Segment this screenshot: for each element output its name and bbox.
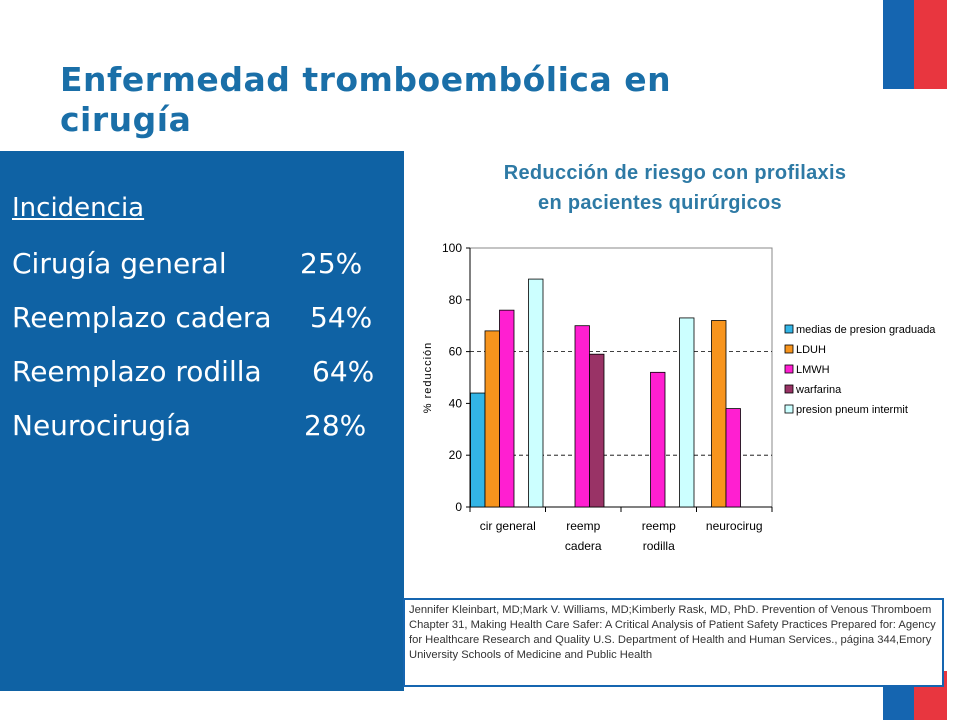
chart-title-line: en pacientes quirúrgicos xyxy=(538,192,782,214)
x-tick-label: neurocirug xyxy=(706,519,763,533)
bar xyxy=(470,392,486,508)
incidence-label: Reemplazo rodilla xyxy=(12,355,262,388)
incidence-panel: Incidencia Cirugía general 25% Reemplazo… xyxy=(0,151,404,691)
incidence-value: 54% xyxy=(310,301,373,334)
reference-citation: Jennifer Kleinbart, MD;Mark V. Williams,… xyxy=(403,598,944,687)
legend-swatch xyxy=(784,344,794,354)
legend-label: LMWH xyxy=(796,364,830,376)
legend-swatch xyxy=(784,324,794,334)
bar xyxy=(484,330,500,508)
y-tick-label: 20 xyxy=(449,448,463,462)
slide-title: Enfermedad tromboembólica en cirugía xyxy=(60,60,672,139)
x-tick-label: rodilla xyxy=(643,539,675,553)
legend-swatch xyxy=(784,404,794,414)
y-tick-label: 60 xyxy=(449,345,463,359)
x-tick-label: cir general xyxy=(480,519,536,533)
incidence-row: Neurocirugía 28% xyxy=(12,409,366,442)
incidence-row: Reemplazo rodilla 64% xyxy=(12,355,374,388)
bar xyxy=(528,278,544,508)
incidence-value: 25% xyxy=(300,247,363,280)
legend-swatch xyxy=(784,364,794,374)
y-tick-label: 0 xyxy=(455,500,462,514)
incidence-label: Neurocirugía xyxy=(12,409,192,442)
y-tick-label: 100 xyxy=(442,241,462,255)
incidence-value: 28% xyxy=(304,409,367,442)
bar xyxy=(574,325,590,508)
x-tick-label: reemp xyxy=(642,519,676,533)
bar xyxy=(725,408,741,508)
bar xyxy=(650,371,666,508)
flag-decoration-top xyxy=(883,0,947,89)
legend-label: warfarina xyxy=(795,384,842,396)
legend-swatch xyxy=(784,384,794,394)
bar xyxy=(679,317,695,508)
incidence-row: Cirugía general 25% xyxy=(12,247,362,280)
y-tick-label: 80 xyxy=(449,293,463,307)
y-tick-label: 40 xyxy=(449,396,463,410)
bar xyxy=(589,353,605,508)
x-tick-label: reemp xyxy=(566,519,600,533)
incidence-heading: Incidencia xyxy=(12,193,145,223)
incidence-value: 64% xyxy=(312,355,375,388)
chart-title-line: Reducción de riesgo con profilaxis xyxy=(503,162,847,184)
legend-label: LDUH xyxy=(796,344,826,356)
bar-chart: 0 20 40 60 80 100 % reducción cir general reemp c… xyxy=(422,241,936,553)
y-axis-label: % reducción xyxy=(422,342,434,414)
incidence-label: Cirugía general xyxy=(12,247,227,280)
incidence-row: Reemplazo cadera 54% xyxy=(12,301,372,334)
incidence-label: Reemplazo cadera xyxy=(12,301,272,334)
bar xyxy=(499,309,515,508)
chart-title: Reducción de riesgo con profilaxis en pa… xyxy=(420,158,930,218)
legend-label: medias de presion graduada xyxy=(796,324,936,336)
bar xyxy=(711,320,727,508)
legend-label: presion pneum intermit xyxy=(796,404,908,416)
x-tick-label: cadera xyxy=(565,539,602,553)
